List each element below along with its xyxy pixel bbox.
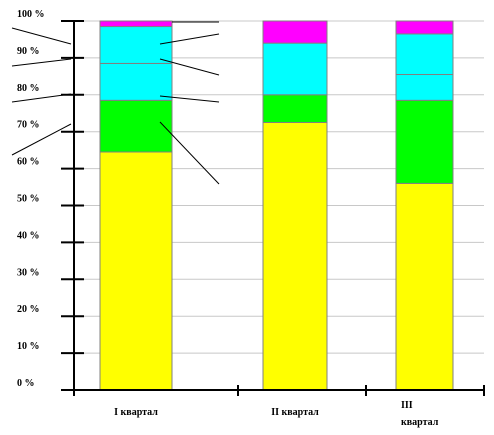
bar-segment (262, 20, 328, 44)
bar-segment (262, 94, 328, 123)
y-tick-label: 40 % (17, 230, 40, 241)
bar-segment (262, 42, 328, 96)
y-tick-label: 60 % (17, 157, 40, 168)
bar-segment (99, 20, 173, 28)
x-tick-label: I квартал (114, 407, 158, 418)
bar-segment (99, 62, 173, 101)
axes (61, 20, 485, 396)
bar-segment (262, 121, 328, 391)
y-tick-label: 10 % (17, 341, 40, 352)
x-tick-label: II квартал (271, 407, 319, 418)
bar-segment (99, 151, 173, 391)
bar-segment (395, 99, 454, 184)
y-tick-label: 0 % (17, 378, 35, 389)
bar-segment (99, 99, 173, 153)
x-tick-label: квартал (401, 417, 439, 428)
y-tick-label: 70 % (17, 120, 40, 131)
bar-segment (395, 182, 454, 391)
bar-segment (99, 26, 173, 64)
leader-line (159, 33, 220, 45)
y-tick-label: 30 % (17, 267, 40, 278)
y-tick-labels: 0 % 10 % 20 % 30 % 40 % 50 % 60 % 70 % 80 % 90 % 1… (17, 9, 45, 389)
y-tick-label: 50 % (17, 194, 40, 205)
y-tick-label: 90 % (17, 46, 40, 57)
leader-line (11, 123, 72, 156)
leader-line (159, 58, 220, 76)
bar-segment (395, 20, 454, 35)
leader-lines (11, 21, 220, 185)
leader-line (11, 27, 72, 45)
x-tick-label: III (401, 400, 413, 411)
bar-stacks (99, 20, 454, 391)
leader-line (159, 121, 220, 185)
y-tick-label: 20 % (17, 304, 40, 315)
x-tick-labels: I квартал II квартал III квартал (114, 400, 439, 428)
leader-line (11, 58, 72, 67)
y-tick-label: 80 % (17, 83, 40, 94)
leader-line (159, 95, 220, 103)
y-tick-label: 100 % (17, 9, 45, 20)
bar-segment (395, 33, 454, 76)
bar-segment (395, 74, 454, 101)
